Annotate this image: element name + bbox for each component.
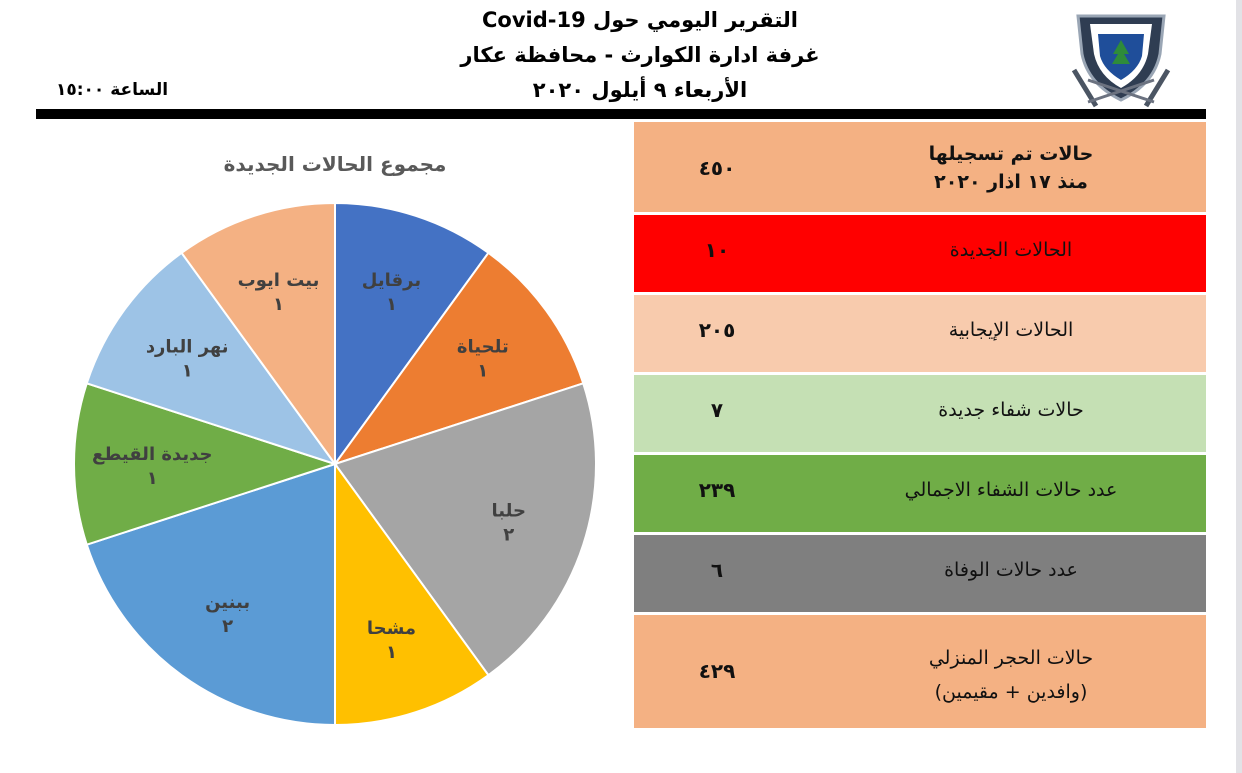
pie-slice-1 [332, 251, 585, 466]
stat-label-line2: (وافدين + مقيمين) [934, 681, 1088, 703]
stat-value: ٤٥٠ [698, 156, 736, 180]
slice-name-label: برقايل [362, 270, 421, 291]
stat-value: ٢٠٥ [698, 318, 736, 342]
stat-row-new-cases: الحالات الجديدة ١٠ [634, 215, 1206, 295]
slice-value-label: ١ [182, 361, 193, 382]
pie-slice-2 [333, 382, 597, 677]
slice-value-label: ١ [477, 361, 488, 382]
slice-value-label: ٢ [503, 524, 514, 545]
stat-label: حالات الحجر المنزلي (وافدين + مقيمين) [846, 641, 1176, 709]
stat-value: ٤٢٩ [698, 659, 736, 683]
report-date: الأربعاء ٩ أيلول ٢٠٢٠ [532, 78, 748, 102]
pie-slice-7 [180, 201, 336, 468]
stat-value: ٧ [710, 398, 724, 422]
stat-value: ١٠ [704, 238, 730, 262]
slice-name-label: مشحا [367, 618, 416, 639]
slice-name-label: ببنين [205, 592, 250, 613]
stats-table: حالات تم تسجيلها منذ ١٧ اذار ٢٠٢٠ ٤٥٠ ال… [634, 122, 1206, 731]
pie-chart: برقايل ١ تلحياة ١ حلبا ٢ مشحا ١ ببنين ٢ جديدة القي… [73, 201, 597, 727]
slice-name-label: جديدة القيطع [92, 444, 212, 465]
pie-slice-6 [85, 251, 338, 466]
slice-value-label: ٢ [222, 616, 233, 637]
report-title: التقرير اليومي حول Covid-19 [481, 8, 798, 32]
slice-name-label: بيت ايوب [238, 270, 320, 291]
slice-value-label: ١ [273, 294, 284, 315]
stat-label-line1: حالات تم تسجيلها [928, 143, 1094, 165]
report-subtitle: غرفة ادارة الكوارث - محافظة عكار [460, 43, 820, 67]
header-divider [36, 109, 1206, 119]
slice-value-label: ١ [386, 294, 397, 315]
chart-title: مجموع الحالات الجديدة [223, 152, 447, 176]
slice-name-label: تلحياة [457, 337, 509, 358]
stat-row-positive: الحالات الإيجابية ٢٠٥ [634, 295, 1206, 375]
stat-label: عدد حالات الوفاة [944, 559, 1078, 581]
pie-slice-0 [334, 201, 490, 468]
stat-label: عدد حالات الشفاء الاجمالي [904, 479, 1118, 501]
stat-row-home-quarantine: حالات الحجر المنزلي (وافدين + مقيمين) ٤٢… [634, 615, 1206, 731]
stat-label-line1: حالات الحجر المنزلي [928, 647, 1094, 669]
pie-slice-5 [73, 382, 339, 546]
stat-row-registered: حالات تم تسجيلها منذ ١٧ اذار ٢٠٢٠ ٤٥٠ [634, 122, 1206, 215]
pie-slice-3 [334, 460, 490, 727]
stat-label: حالات شفاء جديدة [938, 399, 1084, 421]
report-time: الساعة ١٥:٠٠ [56, 80, 169, 100]
stat-label-line2: منذ ١٧ اذار ٢٠٢٠ [934, 171, 1088, 193]
stat-label: الحالات الجديدة [949, 239, 1073, 261]
slice-value-label: ١ [147, 468, 158, 489]
emblem-logo-icon [1071, 14, 1171, 108]
stat-value: ٦ [710, 558, 724, 582]
stat-label: الحالات الإيجابية [948, 319, 1074, 341]
page-edge [1236, 0, 1242, 773]
stat-value: ٢٣٩ [698, 478, 736, 502]
slice-name-label: حلبا [492, 500, 526, 521]
stat-row-new-recoveries: حالات شفاء جديدة ٧ [634, 375, 1206, 455]
slice-value-label: ١ [386, 642, 397, 663]
stat-label: حالات تم تسجيلها منذ ١٧ اذار ٢٠٢٠ [846, 140, 1176, 196]
slice-name-label: نهر البارد [146, 337, 229, 358]
stat-row-deaths: عدد حالات الوفاة ٦ [634, 535, 1206, 615]
stat-row-total-recoveries: عدد حالات الشفاء الاجمالي ٢٣٩ [634, 455, 1206, 535]
pie-slice-4 [85, 462, 336, 727]
